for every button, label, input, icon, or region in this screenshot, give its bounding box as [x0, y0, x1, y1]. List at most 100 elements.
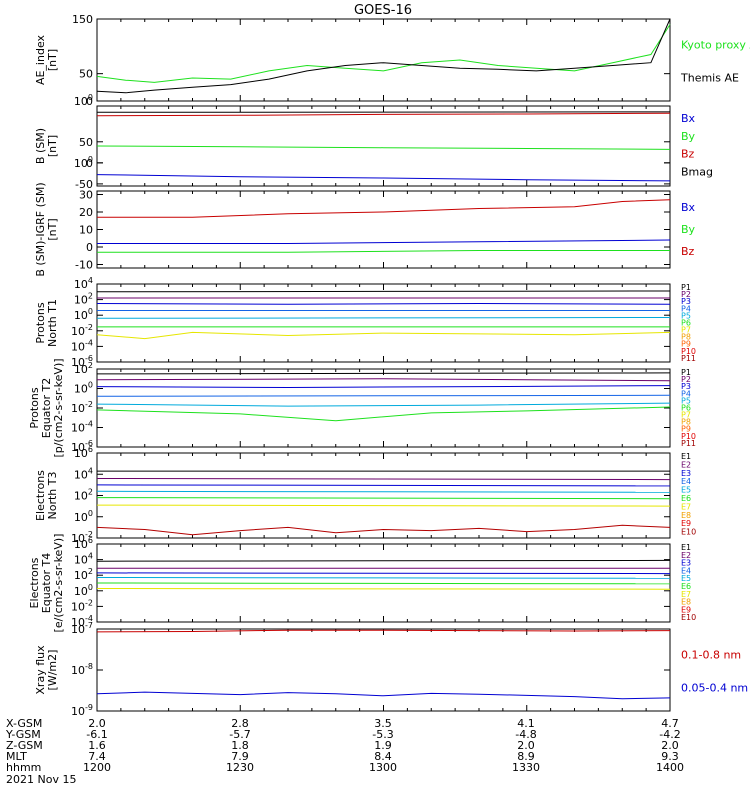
- series-line-e4: [97, 578, 670, 579]
- series-line-p1: [97, 373, 670, 374]
- series-line-themis-ae: [97, 19, 670, 93]
- series-line-kyoto-proxy-ae: [97, 25, 670, 83]
- ephemeris-value: 1330: [512, 761, 540, 774]
- y-tick-label: 104: [74, 552, 93, 567]
- series-line-e2: [97, 479, 670, 480]
- series-line-bz: [97, 113, 670, 116]
- y-tick-label: 102: [74, 292, 93, 307]
- y-axis-label: [W/m2]: [46, 650, 59, 691]
- y-axis-label: [nT]: [46, 218, 59, 240]
- y-axis-label: [p/(cm2-s-sr-keV)]: [52, 358, 65, 457]
- ephemeris-value: 1200: [83, 761, 111, 774]
- y-tick-label: 102: [74, 361, 93, 376]
- y-tick-label: 10-9: [71, 703, 93, 718]
- y-tick-label: 100: [74, 509, 93, 524]
- y-tick-label: 100: [74, 381, 93, 396]
- y-axis-label: [nT]: [46, 135, 59, 157]
- y-tick-label: 10-4: [71, 420, 93, 435]
- y-tick-label: 10-7: [71, 621, 93, 636]
- legend-entry: Bx: [681, 201, 696, 214]
- series-line-p3: [97, 304, 670, 305]
- ephemeris-value: 1400: [656, 761, 684, 774]
- series-line-by: [97, 251, 670, 253]
- legend-entry: E10: [681, 613, 696, 622]
- y-tick-label: 102: [74, 488, 93, 503]
- y-tick-label: 50: [79, 68, 93, 81]
- series-line-p5: [97, 318, 670, 319]
- y-tick-label: 30: [79, 189, 93, 202]
- y-axis-label: North T3: [46, 472, 59, 520]
- y-tick-label: 104: [74, 466, 93, 481]
- y-tick-label: 10-8: [71, 662, 93, 677]
- series-line-p3: [97, 386, 670, 388]
- legend-entry: Themis AE: [680, 71, 739, 84]
- series-line-e5: [97, 583, 670, 584]
- legend-entry: P11: [681, 439, 696, 448]
- legend-entry: 0.05-0.4 nm: [681, 681, 748, 694]
- y-tick-label: 102: [74, 567, 93, 582]
- legend-entry: Bz: [681, 148, 695, 161]
- panel-frame: [97, 453, 670, 538]
- series-line-bx: [97, 240, 670, 244]
- series-line-p2: [97, 379, 670, 381]
- series-line-p1: [97, 291, 670, 292]
- series-line-e4: [97, 491, 670, 492]
- ephemeris-value: 1230: [226, 761, 254, 774]
- ephemeris-value: 1300: [369, 761, 397, 774]
- legend-entry: By: [681, 223, 696, 236]
- y-tick-label: 50: [79, 136, 93, 149]
- legend-entry: Kyoto proxy AE: [681, 39, 750, 52]
- series-line-p6: [97, 407, 670, 421]
- series-line-0-05-0-4-nm: [97, 692, 670, 699]
- panel-frame: [97, 19, 670, 101]
- legend-entry: Bx: [681, 112, 696, 125]
- y-tick-label: 10: [79, 224, 93, 237]
- y-tick-label: 20: [79, 206, 93, 219]
- plot-title: GOES-16: [354, 3, 412, 18]
- series-line-bx: [97, 175, 670, 181]
- series-line-p4: [97, 395, 670, 396]
- y-tick-label: 0: [86, 241, 93, 254]
- series-line-e6: [97, 589, 670, 590]
- y-tick-label: 10-4: [71, 338, 93, 353]
- panel-frame: [97, 369, 670, 447]
- y-tick-label: 150: [72, 13, 93, 26]
- series-line-e6: [97, 505, 670, 506]
- legend-entry: 0.1-0.8 nm: [681, 649, 741, 662]
- y-tick-label: 10-2: [71, 323, 93, 338]
- y-tick-label: 106: [74, 536, 93, 551]
- y-tick-label: 106: [74, 445, 93, 460]
- y-tick-label: 100: [74, 583, 93, 598]
- legend-entry: E10: [681, 528, 696, 537]
- y-tick-label: 10-2: [71, 598, 93, 613]
- legend-entry: By: [681, 130, 696, 143]
- series-line-e3: [97, 485, 670, 486]
- series-line-e1: [97, 560, 670, 561]
- y-axis-label: [nT]: [46, 49, 59, 71]
- y-tick-label: 10-2: [71, 400, 93, 415]
- y-axis-label: North T1: [46, 299, 59, 347]
- panel-frame: [97, 191, 670, 268]
- panel-frame: [97, 629, 670, 711]
- series-line-e3: [97, 573, 670, 574]
- y-axis-label: [e/(cm2-s-sr-keV)]: [52, 534, 65, 633]
- date-label: 2021 Nov 15: [6, 773, 76, 786]
- y-tick-label: 100: [74, 307, 93, 322]
- y-tick-label: -10: [75, 259, 93, 272]
- series-line-p5: [97, 403, 670, 406]
- series-line-e5: [97, 498, 670, 499]
- series-line-bz: [97, 200, 670, 218]
- series-line-p7: [97, 332, 670, 338]
- legend-entry: Bmag: [681, 165, 713, 178]
- legend-entry: P11: [681, 354, 696, 363]
